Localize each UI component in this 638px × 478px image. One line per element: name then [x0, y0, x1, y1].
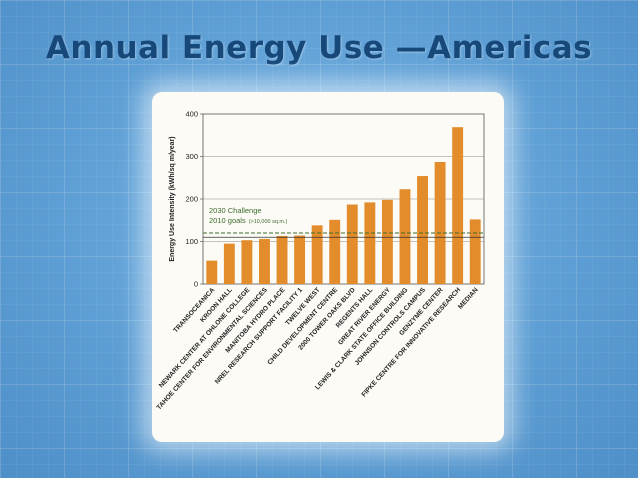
- bar-4: [259, 238, 270, 284]
- bar-5: [276, 235, 288, 284]
- bar-chart: 2030 Challenge 2010 goals (>10,000 sq.m.)…: [156, 110, 485, 411]
- bar-8: [329, 219, 341, 284]
- annotation-2010-goals: 2010 goals (>10,000 sq.m.): [209, 216, 288, 225]
- annotation-2010-goals-label: 2010 goals: [209, 216, 246, 225]
- chart-panel: 2030 Challenge 2010 goals (>10,000 sq.m.)…: [152, 92, 504, 442]
- bar-7: [311, 225, 323, 284]
- y-tick-label-300: 300: [185, 152, 198, 161]
- y-tick-label-400: 400: [185, 110, 198, 119]
- bar-14: [434, 162, 446, 284]
- bar-3: [241, 240, 253, 284]
- bar-10: [364, 202, 376, 284]
- annotation-2030-challenge: 2030 Challenge: [209, 206, 262, 215]
- bar-1: [206, 260, 218, 284]
- bar-16: [469, 219, 481, 284]
- slide-title: Annual Energy Use —Americas: [45, 30, 593, 66]
- y-tick-label-100: 100: [185, 237, 198, 246]
- y-axis-label: Energy Use Intensity (kWh/sq m/year): [169, 136, 176, 261]
- bar-9: [346, 204, 358, 284]
- bar-2: [223, 243, 235, 284]
- annotation-2010-goals-note: (>10,000 sq.m.): [249, 219, 288, 225]
- y-tick-label-0: 0: [194, 280, 198, 289]
- bar-13: [417, 176, 428, 284]
- bar-15: [452, 127, 464, 284]
- bar-12: [399, 189, 411, 284]
- bar-6: [294, 235, 306, 284]
- bar-11: [381, 199, 393, 284]
- y-tick-label-200: 200: [185, 195, 198, 204]
